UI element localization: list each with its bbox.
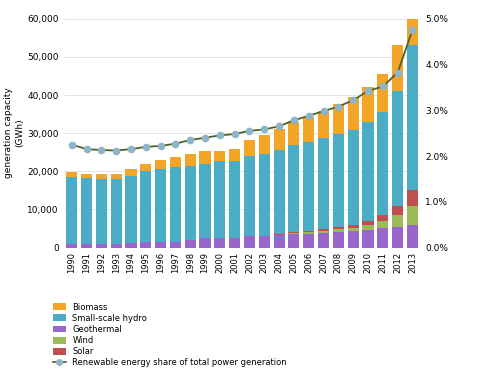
Bar <box>228 161 240 238</box>
Bar <box>317 233 328 248</box>
Bar <box>110 179 122 244</box>
Bar <box>140 171 151 242</box>
Bar <box>362 225 373 230</box>
Bar <box>228 238 240 248</box>
Bar <box>362 221 373 225</box>
Bar <box>66 244 77 248</box>
Bar <box>273 150 284 234</box>
Bar <box>362 122 373 221</box>
Bar <box>362 230 373 248</box>
Bar <box>288 234 299 248</box>
Bar <box>406 225 417 248</box>
Bar <box>303 141 314 231</box>
Bar <box>214 161 225 238</box>
Bar <box>347 225 358 228</box>
Y-axis label: Annual renewable energy
generation capacity
(GWh): Annual renewable energy generation capac… <box>0 75 24 191</box>
Bar <box>155 242 166 248</box>
Bar <box>199 238 210 248</box>
Bar <box>244 156 255 236</box>
Bar <box>391 45 402 91</box>
Bar <box>81 244 92 248</box>
Bar <box>258 236 269 248</box>
Bar <box>303 117 314 141</box>
Bar <box>184 240 195 248</box>
Bar <box>228 149 240 161</box>
Bar <box>376 215 387 221</box>
Bar <box>81 178 92 244</box>
Bar <box>288 232 299 233</box>
Bar <box>347 231 358 248</box>
Bar <box>406 206 417 225</box>
Bar <box>406 45 417 190</box>
Bar <box>391 226 402 248</box>
Bar <box>288 144 299 232</box>
Bar <box>169 242 181 248</box>
Bar <box>244 236 255 248</box>
Bar <box>317 138 328 229</box>
Bar <box>347 228 358 231</box>
Bar <box>244 140 255 156</box>
Bar <box>155 160 166 170</box>
Bar <box>376 228 387 248</box>
Bar <box>273 235 284 248</box>
Bar <box>406 0 417 45</box>
Bar <box>332 227 343 229</box>
Bar <box>406 190 417 206</box>
Bar <box>199 152 210 164</box>
Bar <box>273 129 284 150</box>
Bar <box>155 170 166 242</box>
Bar <box>347 97 358 130</box>
Bar <box>303 232 314 234</box>
Bar <box>66 172 77 177</box>
Bar <box>303 231 314 232</box>
Bar <box>214 151 225 161</box>
Bar <box>376 74 387 112</box>
Bar <box>125 170 136 176</box>
Bar <box>273 234 284 235</box>
Bar <box>376 221 387 228</box>
Bar <box>199 164 210 238</box>
Bar <box>317 231 328 233</box>
Bar <box>347 130 358 225</box>
Bar <box>258 135 269 154</box>
Bar <box>391 215 402 226</box>
Bar <box>110 244 122 248</box>
Bar <box>317 229 328 231</box>
Bar <box>288 122 299 144</box>
Bar <box>184 154 195 165</box>
Bar <box>125 243 136 248</box>
Bar <box>317 111 328 138</box>
Legend: Biomass, Small-scale hydro, Geothermal, Wind, Solar, Renewable energy share of t: Biomass, Small-scale hydro, Geothermal, … <box>53 303 286 367</box>
Bar <box>332 134 343 227</box>
Bar <box>184 165 195 240</box>
Bar <box>125 176 136 243</box>
Bar <box>96 179 107 244</box>
Bar <box>169 167 181 242</box>
Bar <box>332 232 343 248</box>
Bar <box>288 233 299 234</box>
Bar <box>391 206 402 215</box>
Bar <box>332 229 343 232</box>
Bar <box>258 154 269 236</box>
Bar <box>96 174 107 179</box>
Bar <box>66 177 77 244</box>
Bar <box>376 112 387 215</box>
Bar <box>140 242 151 248</box>
Bar <box>169 157 181 167</box>
Bar <box>96 244 107 248</box>
Bar <box>214 238 225 248</box>
Bar <box>332 104 343 134</box>
Bar <box>362 87 373 122</box>
Bar <box>81 174 92 178</box>
Bar <box>303 234 314 248</box>
Bar <box>140 164 151 171</box>
Bar <box>110 174 122 179</box>
Bar <box>391 91 402 206</box>
